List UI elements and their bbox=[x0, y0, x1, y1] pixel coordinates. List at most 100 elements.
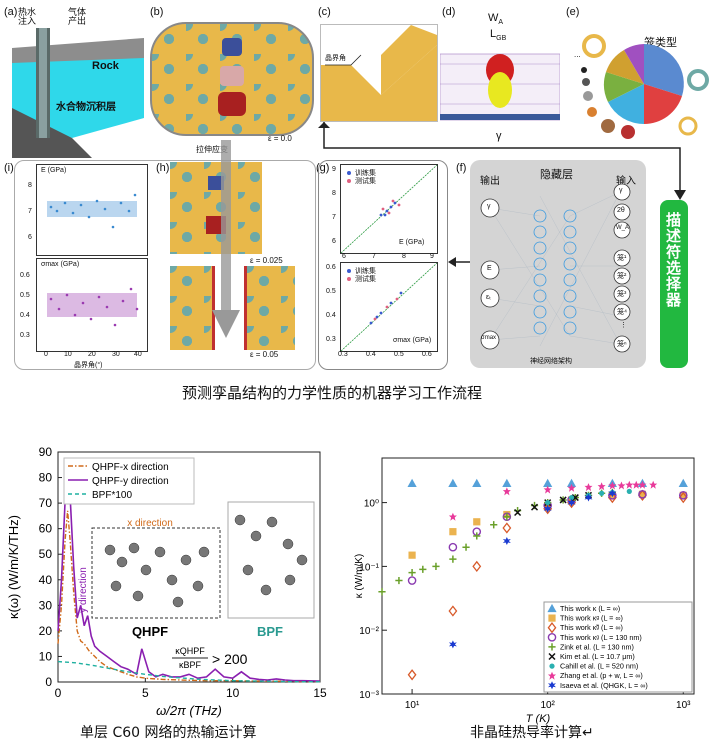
inset-atom bbox=[198, 546, 210, 558]
nn-in-gamma: γ bbox=[619, 187, 623, 194]
connector-lines bbox=[318, 122, 686, 200]
data-point bbox=[502, 522, 512, 534]
legend-swatch-3 bbox=[547, 632, 557, 642]
x-tick-label: 10³ bbox=[676, 700, 691, 711]
panel-g-e-plot: 训练集 测试集 E (GPa) bbox=[340, 164, 438, 254]
inset-atom bbox=[132, 590, 144, 602]
legend-swatch-6 bbox=[549, 663, 555, 669]
panel-i-s-tick-05: 0.5 bbox=[20, 292, 30, 299]
panel-g-e-scatter bbox=[341, 165, 437, 253]
data-point bbox=[597, 482, 606, 491]
data-point bbox=[567, 483, 576, 492]
inset-frame-bpf bbox=[227, 501, 315, 619]
inset-atom bbox=[266, 516, 278, 528]
legend-label-1: QHPF-y direction bbox=[92, 476, 169, 487]
panel-i-e-plot: E (GPa) bbox=[36, 164, 148, 256]
g-e-ytick-9: 9 bbox=[332, 166, 336, 173]
series-2 bbox=[407, 489, 688, 681]
panel-b-epsilon: ε = 0.0 bbox=[268, 134, 292, 143]
pink-cage bbox=[220, 66, 244, 86]
data-point bbox=[608, 481, 617, 490]
g-train-label-2: 训练集 bbox=[355, 268, 376, 275]
legend-label-4: Zink et al. (L = 130 nm) bbox=[560, 642, 634, 651]
chart-left-caption: 单层 C60 网络的热输运计算 bbox=[80, 725, 257, 741]
panel-i-e-tick-6: 6 bbox=[28, 234, 32, 241]
data-point bbox=[395, 576, 403, 585]
data-point bbox=[617, 481, 626, 490]
data-point bbox=[559, 496, 567, 504]
inset-atom bbox=[242, 564, 254, 576]
panel-i-s-tick-04: 0.4 bbox=[20, 312, 30, 319]
panel-label-f: (f) bbox=[456, 162, 467, 174]
sediment-label: 水合物沉积层 bbox=[56, 102, 116, 113]
y-tick-label: 0 bbox=[45, 675, 52, 689]
chart-left: 0 10 20 30 40 50 60 70 80 90 0 5 10 15 ω/2π (THz) κ(ω) … bbox=[0, 440, 350, 747]
blue-cage bbox=[222, 38, 242, 56]
nn-in-cage1: 笼¹ bbox=[617, 255, 627, 262]
data-point bbox=[638, 489, 647, 499]
panel-label-h: (h) bbox=[156, 162, 170, 174]
inset-atom bbox=[260, 584, 272, 596]
lgb-main: L bbox=[490, 28, 497, 40]
top-caption: 预测孪晶结构的力学性质的机器学习工作流程 bbox=[182, 384, 483, 402]
legend-label-8: Isaeva et al. (QHGK, L = ∞) bbox=[560, 681, 648, 690]
data-point bbox=[608, 489, 617, 498]
ratio-denominator: κBPF bbox=[179, 660, 202, 670]
chart-left-svg: 0 10 20 30 40 50 60 70 80 90 0 5 10 15 ω/2π (THz) κ(ω) … bbox=[6, 445, 327, 718]
gamma-label: γ bbox=[496, 130, 502, 142]
data-point bbox=[419, 565, 427, 573]
strain-arrow bbox=[212, 140, 240, 338]
data-point bbox=[407, 669, 417, 681]
data-point bbox=[502, 487, 511, 496]
data-point bbox=[408, 551, 416, 559]
data-point bbox=[462, 543, 470, 551]
x-axis-label: ω/2π (THz) bbox=[156, 703, 222, 718]
data-point bbox=[584, 483, 593, 492]
panel-label-b: (b) bbox=[150, 6, 164, 18]
lgb-sub: GB bbox=[496, 35, 507, 43]
data-point bbox=[679, 491, 687, 499]
nn-in-cage4: 笼⁴ bbox=[617, 309, 628, 316]
panel-label-c: (c) bbox=[318, 6, 331, 18]
lgb-label: LGB bbox=[490, 28, 506, 42]
y-tick-label: 10⁻³ bbox=[359, 690, 379, 701]
data-point bbox=[543, 478, 553, 487]
x-tick-label: 10 bbox=[226, 686, 240, 700]
panel-label-e: (e) bbox=[566, 6, 580, 18]
data-point bbox=[514, 508, 522, 517]
reservoir-illustration bbox=[12, 28, 144, 158]
panel-d: WA LGB γ bbox=[440, 10, 560, 142]
data-point bbox=[566, 478, 577, 487]
series-8 bbox=[448, 489, 617, 649]
arrow-f-to-g bbox=[448, 257, 470, 267]
inset-atom bbox=[116, 556, 128, 568]
y-tick-label: 10⁰ bbox=[364, 499, 379, 510]
legend-label-6: Cahill et al. (L = 520 nm) bbox=[560, 662, 638, 671]
panel-i-s-label: σmax (GPa) bbox=[41, 261, 80, 268]
data-point bbox=[567, 498, 576, 507]
legend-label-0: QHPF-x direction bbox=[92, 462, 169, 473]
data-point bbox=[678, 478, 688, 487]
g-e-axis-label: E (GPa) bbox=[399, 239, 425, 246]
inset-atom bbox=[234, 514, 246, 526]
data-point bbox=[503, 513, 511, 521]
nn-in-2theta: 2θ bbox=[617, 207, 625, 214]
data-point bbox=[626, 488, 632, 494]
nn-out-eps: εₜ bbox=[486, 294, 492, 301]
nn-output-label: 输出 bbox=[480, 176, 500, 187]
data-point bbox=[678, 491, 688, 500]
panel-i-x-tick-0: 0 bbox=[44, 351, 48, 358]
panel-i-s-tick-06: 0.6 bbox=[20, 272, 30, 279]
nn-out-smax: σmax bbox=[481, 335, 497, 341]
g-s-ytick-06: 0.6 bbox=[326, 264, 336, 271]
neural-network-diagram bbox=[480, 183, 631, 353]
g-e-xtick-6: 6 bbox=[342, 253, 346, 260]
x-tick-label: 15 bbox=[313, 686, 327, 700]
panel-i-x-tick-20: 20 bbox=[88, 351, 96, 358]
y-axis-label: κ (W/m/K) bbox=[354, 554, 365, 598]
ratio-value: > 200 bbox=[212, 651, 248, 667]
chart-right-caption: 非晶硅热导率计算↵ bbox=[470, 725, 594, 741]
inset-frame-qhpf bbox=[91, 527, 221, 619]
data-point bbox=[678, 491, 688, 504]
g-e-ytick-7: 7 bbox=[332, 214, 336, 221]
